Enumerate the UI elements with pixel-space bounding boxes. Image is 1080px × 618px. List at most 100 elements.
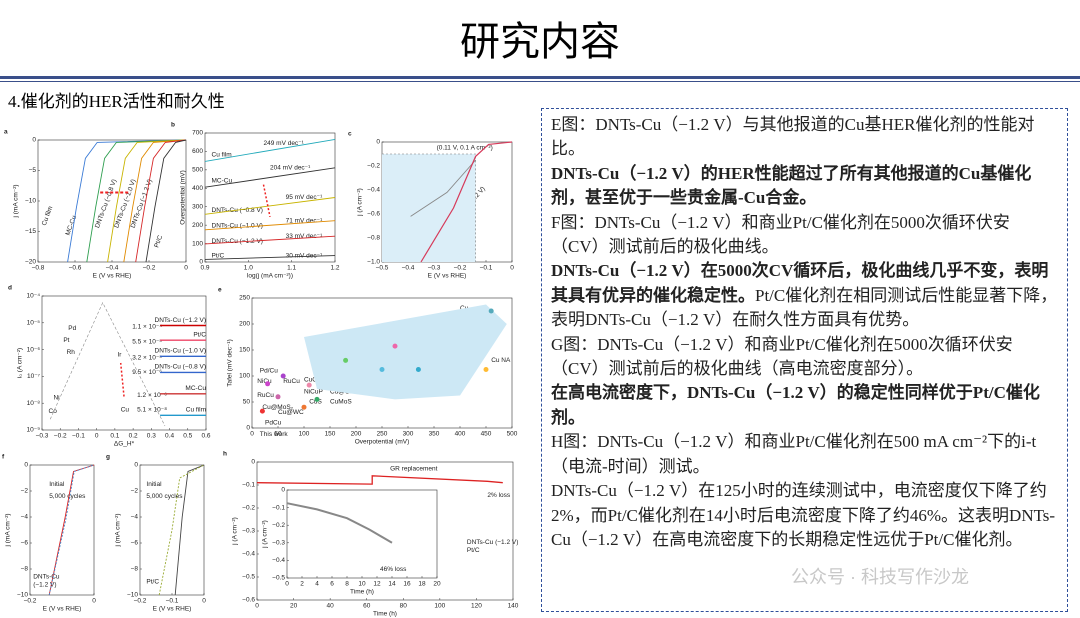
x-axis-label: Time (h) (350, 589, 374, 596)
paragraph: DNTs-Cu（−1.2 V）在125小时的连续测试中，电流密度仅下降了约2%，… (551, 479, 1058, 552)
y-tick-label: 10⁻⁷ (27, 373, 41, 380)
y-tick-label: −4 (131, 514, 139, 521)
y-tick-label: 100 (239, 373, 250, 380)
curve (48, 464, 95, 596)
annotation: Cu@WC (278, 409, 304, 416)
annotation: 1.2 × 10⁻⁶ (137, 392, 167, 399)
x-tick-label: 20 (433, 581, 441, 588)
panel-letter: h (223, 451, 227, 458)
axes-frame (41, 295, 207, 431)
y-tick-label: −5 (29, 167, 37, 174)
y-tick-label: 10⁻⁹ (27, 427, 41, 434)
text-run: F图：DNTs-Cu（−1.2 V）和商业Pt/C催化剂在5000次循环伏安（C… (551, 212, 1010, 257)
y-tick-label: −8 (131, 566, 139, 573)
y-tick-label: 0 (134, 462, 138, 469)
annotation: 46% loss (380, 566, 407, 573)
text-run: Pt/C催化剂在相同测试后性能显著下降，表明DNTs-Cu（−1.2 V）在耐久… (551, 285, 1058, 330)
y-tick-label: 600 (192, 148, 203, 155)
y-tick-label: 10⁻⁶ (27, 346, 41, 353)
y-tick-label: −0.2 (367, 163, 380, 170)
x-axis-label: E (V vs RHE) (428, 273, 467, 280)
x-tick-label: −0.3 (428, 265, 441, 272)
marker (343, 357, 349, 363)
annotation: NiCu (257, 378, 272, 385)
y-tick-label: 0 (24, 462, 28, 469)
annotation: 33 mV dec⁻¹ (286, 233, 324, 240)
y-tick-label: 0 (199, 259, 203, 266)
y-axis-label: Overpotential (mV) (180, 170, 187, 225)
axes-frame (286, 489, 438, 579)
y-tick-label: 10⁻⁴ (27, 293, 41, 300)
paragraph: DNTs-Cu（−1.2 V）的HER性能超过了所有其他报道的Cu基催化剂，甚至… (551, 162, 1058, 211)
y-tick-label: −0.1 (242, 482, 255, 489)
x-tick-label: −0.2 (454, 265, 467, 272)
curve (204, 235, 336, 245)
panel-letter: c (348, 131, 352, 138)
y-axis-label: j (mA cm⁻²) (5, 513, 12, 547)
x-tick-label: 500 (507, 431, 518, 438)
text-run: 在高电流密度下，DNTs-Cu（−1.2 V）的稳定性同样优于Pt/C催化剂。 (551, 383, 1040, 427)
annotation: RuCu (257, 392, 274, 399)
curve (48, 464, 95, 596)
annotation: Initial (49, 481, 65, 488)
x-tick-label: −0.3 (36, 433, 49, 440)
x-tick-label: 4 (315, 581, 319, 588)
annotation: 71 mV dec⁻¹ (286, 217, 324, 224)
x-tick-label: 6 (330, 581, 334, 588)
y-tick-label: −20 (25, 259, 36, 266)
y-axis-label: Tafel (mV dec⁻¹) (227, 339, 234, 387)
paragraph: E图：DNTs-Cu（−1.2 V）与其他报道的Cu基HER催化剂的性能对比。 (551, 113, 1058, 162)
annotation: DNTs-Cu (−1.2 V) (467, 539, 518, 546)
curve (204, 167, 336, 188)
y-tick-label: 100 (192, 240, 203, 247)
x-tick-label: −0.1 (72, 433, 85, 440)
y-axis-label: j (A cm⁻²) (232, 517, 239, 546)
annotation: Ni (53, 395, 59, 402)
y-tick-label: −10 (127, 592, 138, 599)
x-tick-label: 0 (95, 433, 99, 440)
y-tick-label: 0 (32, 137, 36, 144)
y-tick-label: −10 (25, 198, 36, 205)
marker (280, 373, 286, 379)
curve (382, 153, 476, 262)
x-tick-label: 20 (290, 603, 298, 610)
y-axis-label: j (mA cm⁻²) (13, 184, 20, 218)
y-tick-label: 250 (239, 295, 250, 302)
x-axis-label: E (V vs RHE) (93, 273, 132, 280)
x-axis-label: ΔG_H* (114, 441, 135, 448)
annotation: Pd/Cu (260, 368, 278, 375)
curve (119, 362, 125, 397)
y-tick-label: 0 (281, 487, 285, 494)
annotation: 5.1 × 10⁻⁸ (137, 407, 167, 414)
y-tick-label: −8 (21, 566, 29, 573)
marker (314, 396, 320, 402)
panel-letter: f (2, 454, 5, 461)
text-box: E图：DNTs-Cu（−1.2 V）与其他报道的Cu基HER催化剂的性能对比。 D… (541, 108, 1068, 612)
y-tick-label: −6 (21, 540, 29, 547)
section-title: 4.催化剂的HER活性和耐久性 (8, 92, 225, 111)
text-run: G图：DNTs-Cu（−1.2 V）和商业Pt/C催化剂在5000次循环伏安（C… (551, 334, 1013, 379)
annotation: CuS (309, 399, 322, 406)
x-tick-label: 1.1 (287, 265, 296, 272)
curve (420, 141, 513, 263)
x-tick-label: −0.8 (32, 265, 45, 272)
panel-letter: d (8, 285, 12, 292)
x-tick-label: 40 (327, 603, 335, 610)
x-tick-label: 2 (300, 581, 304, 588)
curve (174, 464, 205, 596)
x-axis-label: E (V vs RHE) (43, 606, 82, 613)
y-tick-label: −4 (21, 514, 29, 521)
x-tick-label: 0 (510, 265, 514, 272)
annotation: Cu film (41, 205, 54, 226)
y-tick-label: 0 (376, 139, 380, 146)
x-tick-label: 350 (429, 431, 440, 438)
curve (86, 139, 187, 263)
x-tick-label: 50 (274, 431, 282, 438)
panel-letter: e (218, 287, 222, 294)
x-tick-label: 200 (351, 431, 362, 438)
figure: a−0.8 −0.6 −0.4 −0.2 0−20−15−10−50E (V vs RH… (2, 122, 519, 618)
x-tick-label: 0.5 (183, 433, 192, 440)
curve (204, 197, 336, 215)
curve (107, 139, 187, 263)
